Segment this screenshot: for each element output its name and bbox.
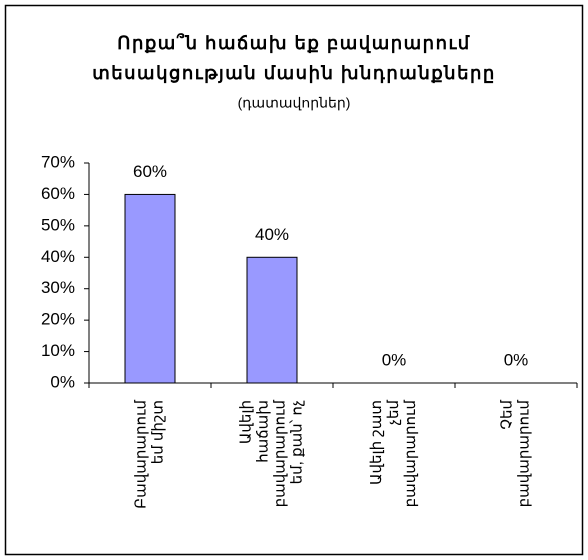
y-tick-label: 60%	[41, 184, 75, 203]
x-tick-label: Ավելի շատչեմբավարարում	[368, 400, 419, 508]
chart-subtitle: (դատավորներ)	[238, 95, 351, 111]
y-tick-label: 10%	[41, 341, 75, 360]
bar	[246, 256, 298, 384]
y-tick-label: 20%	[41, 310, 75, 329]
y-tick-label: 30%	[41, 278, 75, 297]
data-label: 0%	[504, 350, 529, 369]
x-tick-label: Չեմբավարարում	[498, 400, 532, 508]
data-label: 0%	[382, 350, 407, 369]
chart-title: Որքա՞ն հաճախ եք բավարարում տեսակցության մ…	[92, 33, 496, 84]
data-label: 40%	[255, 225, 289, 244]
x-tick-label: Բավարարումեմ միշտ	[132, 400, 166, 509]
bar	[124, 193, 176, 384]
y-tick-label: 50%	[41, 215, 75, 234]
data-label: 60%	[133, 162, 167, 181]
y-tick-label: 40%	[41, 247, 75, 266]
x-tick-label: Ավելիհաճախբավարարումեմ, քան՝ ոչ	[237, 400, 305, 508]
y-tick-label: 70%	[41, 152, 75, 171]
y-tick-label: 0%	[50, 372, 75, 391]
